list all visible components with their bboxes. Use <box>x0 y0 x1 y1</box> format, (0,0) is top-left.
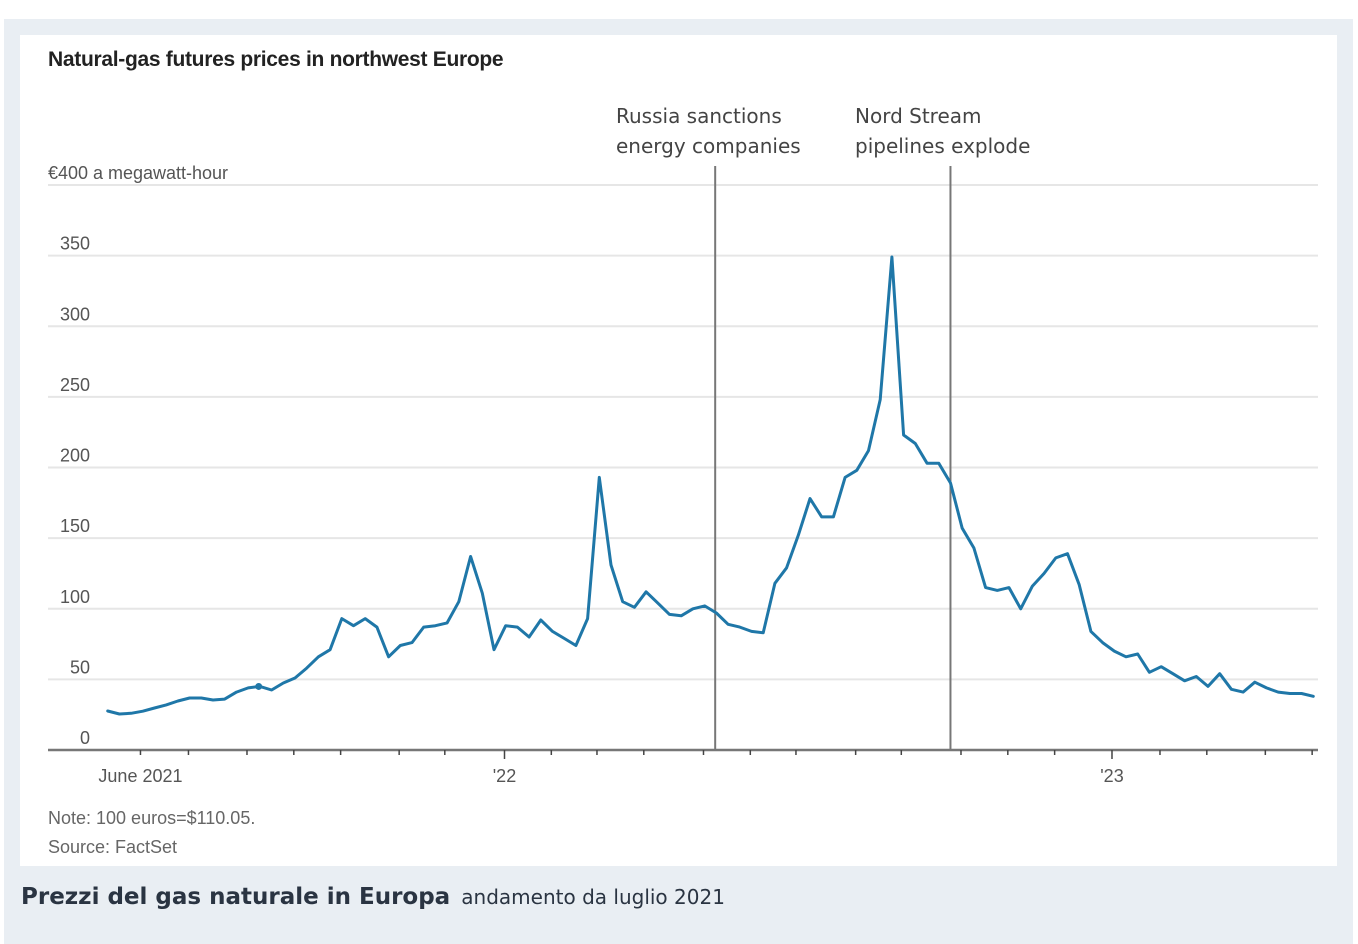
chart-source: Source: FactSet <box>48 837 178 857</box>
y-tick-label: €400 a megawatt-hour <box>48 163 228 183</box>
series-layer <box>106 255 1315 716</box>
figure-caption: Prezzi del gas naturale in Europa andame… <box>21 884 725 910</box>
event-markers: Russia sanctions energy companies Nord Str… <box>616 104 1030 750</box>
chart-note: Note: 100 euros=$110.05. <box>48 808 256 828</box>
x-tick-label: June 2021 <box>98 766 182 786</box>
gridlines <box>48 184 1318 681</box>
y-axis-labels: €400 a megawatt-hour 350 300 250 200 150 100 50… <box>48 163 228 748</box>
y-tick-label: 300 <box>60 304 90 324</box>
y-tick-label: 200 <box>60 446 90 466</box>
x-axis: June 2021 '22 '23 <box>48 748 1318 786</box>
y-tick-label: 100 <box>60 587 90 607</box>
y-tick-label: 150 <box>60 516 90 536</box>
x-tick-label: '22 <box>493 766 516 786</box>
y-tick-label: 350 <box>60 234 90 254</box>
event-label-line: energy companies <box>616 134 801 158</box>
event-label-line: Russia sanctions <box>616 104 782 128</box>
y-tick-label: 250 <box>60 375 90 395</box>
y-tick-label: 0 <box>80 728 90 748</box>
x-tick-label: '23 <box>1100 766 1123 786</box>
caption-subtitle: andamento da luglio 2021 <box>461 885 725 909</box>
event-label-line: pipelines explode <box>855 134 1030 158</box>
chart-card <box>20 35 1337 866</box>
y-tick-label: 50 <box>70 657 90 677</box>
chart-title: Natural-gas futures prices in northwest … <box>48 48 504 71</box>
event-label-line: Nord Stream <box>855 104 981 128</box>
series-line-0 <box>106 255 1315 716</box>
caption-title: Prezzi del gas naturale in Europa <box>21 884 451 910</box>
highlight-marker <box>255 682 263 690</box>
